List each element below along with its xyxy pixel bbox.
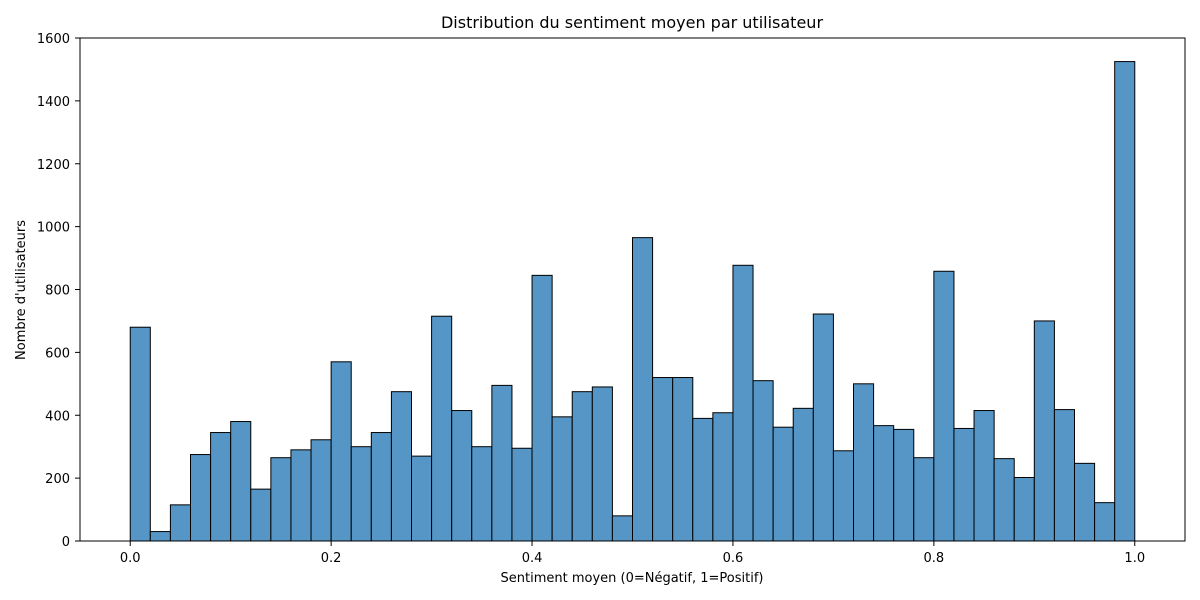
histogram-bar	[310, 439, 332, 542]
histogram-bar	[611, 515, 634, 542]
histogram-bar	[973, 410, 995, 542]
y-tick-label: 600	[45, 346, 70, 361]
x-axis-label: Sentiment moyen (0=Négatif, 1=Positif)	[501, 571, 764, 586]
histogram-bar	[812, 313, 834, 542]
y-tick-label: 200	[45, 472, 70, 487]
histogram-bar	[893, 428, 915, 542]
histogram-bar	[471, 446, 493, 542]
histogram-bar	[752, 380, 774, 542]
histogram-bar	[571, 391, 593, 542]
x-tick-label: 0.4	[522, 551, 543, 566]
y-tick-label: 1200	[37, 158, 70, 173]
histogram-bar	[511, 447, 533, 542]
histogram-bar	[591, 386, 613, 542]
histogram-bar	[250, 488, 272, 542]
y-tick-label: 800	[45, 284, 70, 299]
histogram-bar	[632, 237, 654, 542]
histogram-bar	[190, 454, 212, 542]
x-tick-label: 0.8	[924, 551, 945, 566]
histogram-bar	[772, 426, 794, 542]
histogram-bar	[431, 315, 453, 542]
histogram-bar	[832, 450, 855, 542]
histogram-bar	[149, 531, 171, 542]
x-tick-label: 0.2	[321, 551, 342, 566]
histogram-bar	[652, 377, 674, 542]
y-tick-label: 1400	[37, 95, 70, 110]
y-tick-label: 0	[62, 535, 70, 550]
histogram-bar	[853, 383, 875, 542]
y-tick-label: 1000	[37, 221, 70, 236]
histogram-bar	[1094, 502, 1116, 542]
histogram-bar	[330, 361, 352, 542]
chart-title: Distribution du sentiment moyen par util…	[441, 13, 823, 32]
histogram-bar	[169, 504, 191, 542]
y-tick-label: 400	[45, 409, 70, 424]
x-tick-label: 0.6	[723, 551, 744, 566]
histogram-bar	[1074, 462, 1096, 542]
histogram-bar	[411, 455, 433, 542]
histogram-bar	[712, 412, 734, 542]
histogram-bar	[491, 384, 513, 542]
histogram-bar	[913, 457, 935, 542]
histogram-bar	[953, 427, 975, 542]
y-axis-label: Nombre d'utilisateurs	[14, 220, 29, 360]
x-tick-label: 0.0	[120, 551, 141, 566]
histogram-bar	[792, 407, 814, 542]
histogram-bar	[551, 416, 573, 542]
histogram-bar	[1033, 320, 1055, 542]
histogram-bar	[1114, 61, 1136, 542]
histogram-bar	[531, 274, 553, 542]
histogram-bar	[933, 270, 955, 542]
histogram-bar	[230, 421, 252, 542]
x-axis: 0.0 0.2 0.4 0.6 0.8 1.0	[120, 541, 1145, 566]
histogram-bar	[290, 449, 312, 542]
x-tick-label: 1.0	[1124, 551, 1145, 566]
histogram-bar	[993, 458, 1015, 542]
y-axis: 0 200 400 600 800 1000 1200 1400 1600	[37, 32, 80, 550]
histogram-bar	[873, 425, 895, 542]
histogram-bar	[672, 377, 694, 542]
histogram-bar	[370, 432, 392, 542]
histogram-bar	[210, 432, 232, 542]
histogram-bar	[1013, 476, 1035, 542]
y-tick-label: 1600	[37, 32, 70, 47]
histogram-bar	[692, 417, 714, 542]
histogram-bar	[451, 410, 473, 542]
histogram-bar	[129, 326, 151, 542]
histogram-bar	[732, 264, 754, 542]
histogram-bar	[350, 446, 372, 542]
histogram-bars	[129, 61, 1136, 542]
histogram-bar	[390, 391, 412, 542]
histogram-bar	[1053, 409, 1075, 542]
histogram-bar	[270, 457, 292, 542]
